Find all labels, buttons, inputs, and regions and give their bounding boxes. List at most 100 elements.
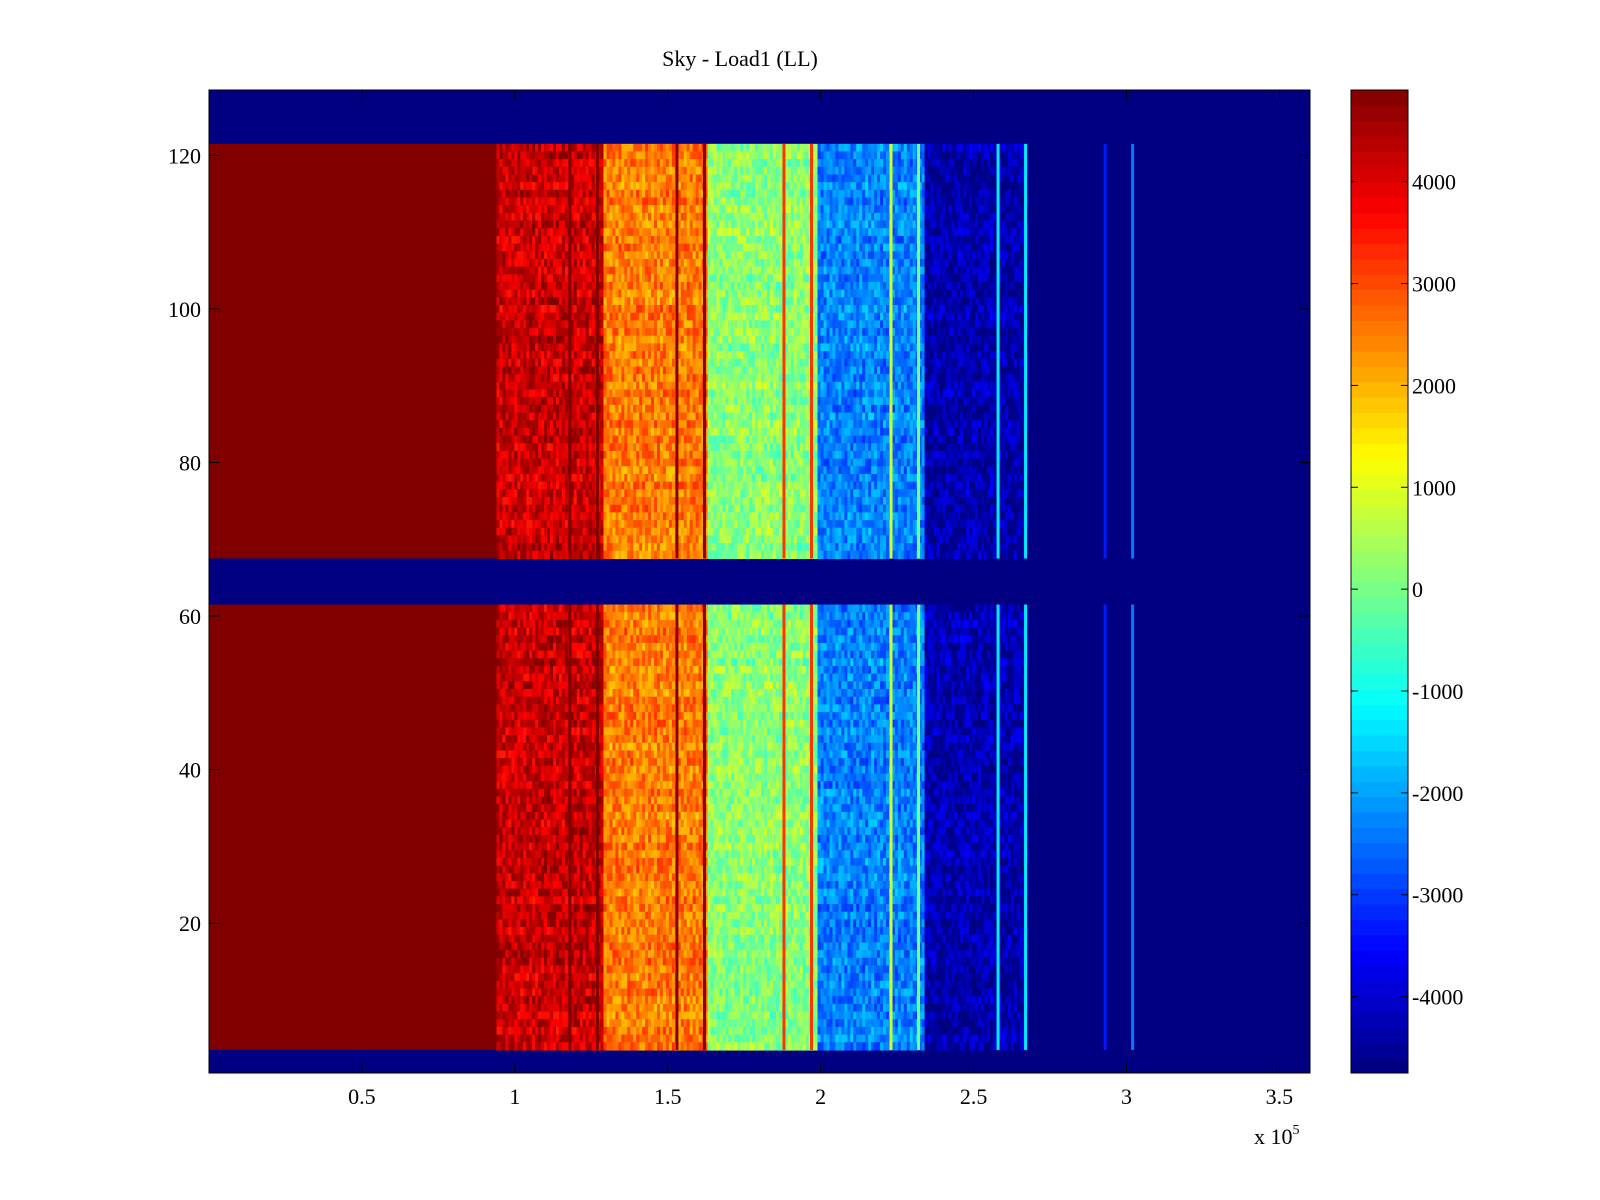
heatmap-cell xyxy=(740,681,744,690)
heatmap-cell xyxy=(633,758,637,767)
heatmap-cell xyxy=(576,612,581,621)
heatmap-cell xyxy=(654,942,658,951)
heatmap-cell xyxy=(561,842,566,851)
heatmap-cell xyxy=(636,1042,640,1051)
heatmap-cell xyxy=(526,689,530,698)
heatmap-cell xyxy=(621,796,625,805)
heatmap-cell xyxy=(564,950,569,959)
heatmap-cell xyxy=(579,934,584,944)
heatmap-cell xyxy=(600,881,605,890)
heatmap-cell xyxy=(633,673,637,682)
heatmap-cell xyxy=(499,973,504,982)
heatmap-cell xyxy=(499,635,504,644)
heatmap-cell xyxy=(630,927,634,936)
heatmap-cell xyxy=(552,804,557,813)
heatmap-cell xyxy=(707,689,712,698)
heatmap-cell xyxy=(523,604,527,613)
heatmap-cell xyxy=(627,1026,631,1036)
heatmap-cell xyxy=(609,942,614,951)
heatmap-cell xyxy=(767,681,771,690)
heatmap-cell xyxy=(686,911,691,921)
heatmap-cell xyxy=(538,804,542,813)
heatmap-cell xyxy=(555,1019,560,1028)
heatmap-cell xyxy=(731,765,735,775)
heatmap-cell xyxy=(517,665,521,675)
heatmap-cell xyxy=(621,896,625,905)
heatmap-cell xyxy=(648,896,652,905)
heatmap-cell xyxy=(508,642,512,652)
heatmap-cell xyxy=(627,1011,631,1020)
heatmap-cell xyxy=(710,750,715,759)
heatmap-cell xyxy=(639,881,643,890)
heatmap-cell xyxy=(555,881,560,890)
heatmap-cell xyxy=(499,873,504,882)
heatmap-cell xyxy=(624,842,628,851)
heatmap-cell xyxy=(606,619,611,629)
heatmap-cell xyxy=(692,742,697,752)
heatmap-cell xyxy=(555,765,560,775)
heatmap-cell xyxy=(552,811,557,821)
heatmap-cell xyxy=(496,781,501,790)
heatmap-cell xyxy=(529,619,533,629)
heatmap-cell xyxy=(558,727,563,736)
heatmap-cell xyxy=(725,758,729,767)
heatmap-cell xyxy=(722,627,726,636)
heatmap-cell xyxy=(657,642,661,652)
heatmap-cell xyxy=(630,865,634,874)
heatmap-cell xyxy=(618,827,622,836)
heatmap-cell xyxy=(582,881,587,890)
heatmap-cell xyxy=(665,988,670,997)
heatmap-cell xyxy=(713,773,718,782)
heatmap-cell xyxy=(743,612,747,621)
heatmap-cell xyxy=(651,988,655,997)
heatmap-cell xyxy=(642,850,646,859)
heatmap-cell xyxy=(752,642,756,652)
heatmap-plot-area xyxy=(209,90,1310,1073)
heatmap-cell xyxy=(689,719,694,729)
heatmap-cell xyxy=(683,942,688,951)
heatmap-cell xyxy=(505,842,509,851)
heatmap-cell xyxy=(689,873,694,882)
heatmap-cell xyxy=(511,1034,515,1043)
heatmap-cell xyxy=(645,934,649,944)
heatmap-cell xyxy=(561,788,566,798)
heatmap-cell xyxy=(597,911,602,921)
heatmap-cell xyxy=(665,612,670,621)
heatmap-cell xyxy=(668,980,673,990)
heatmap-cell xyxy=(704,758,709,767)
heatmap-cell xyxy=(600,904,605,913)
heatmap-cell xyxy=(639,612,643,621)
heatmap-cell xyxy=(597,927,602,936)
heatmap-cell xyxy=(576,681,581,690)
heatmap-cell xyxy=(582,642,587,652)
heatmap-cell xyxy=(517,681,521,690)
heatmap-cell xyxy=(645,696,649,705)
heatmap-cell xyxy=(499,742,504,752)
heatmap-cell xyxy=(704,904,709,913)
heatmap-cell xyxy=(683,665,688,675)
heatmap-cell xyxy=(639,957,643,967)
heatmap-cell xyxy=(698,773,703,782)
heatmap-cell xyxy=(630,704,634,713)
heatmap-cell xyxy=(704,865,709,874)
heatmap-cell xyxy=(686,627,691,636)
heatmap-cell xyxy=(544,765,548,775)
heatmap-cell xyxy=(573,819,578,828)
heatmap-cell xyxy=(692,881,697,890)
heatmap-cell xyxy=(550,804,554,813)
heatmap-cell xyxy=(552,904,557,913)
heatmap-cell xyxy=(564,612,569,621)
heatmap-cell xyxy=(541,665,545,675)
heatmap-cell xyxy=(654,735,658,744)
heatmap-cell xyxy=(713,742,718,752)
heatmap-cell xyxy=(576,973,581,982)
heatmap-cell xyxy=(648,819,652,828)
heatmap-cell xyxy=(573,988,578,997)
heatmap-cell xyxy=(624,788,628,798)
heatmap-cell xyxy=(770,735,774,744)
heatmap-cell xyxy=(558,719,563,729)
heatmap-cell xyxy=(627,834,631,844)
heatmap-cell xyxy=(698,1003,703,1013)
heatmap-cell xyxy=(544,888,548,897)
heatmap-cell xyxy=(535,950,539,959)
